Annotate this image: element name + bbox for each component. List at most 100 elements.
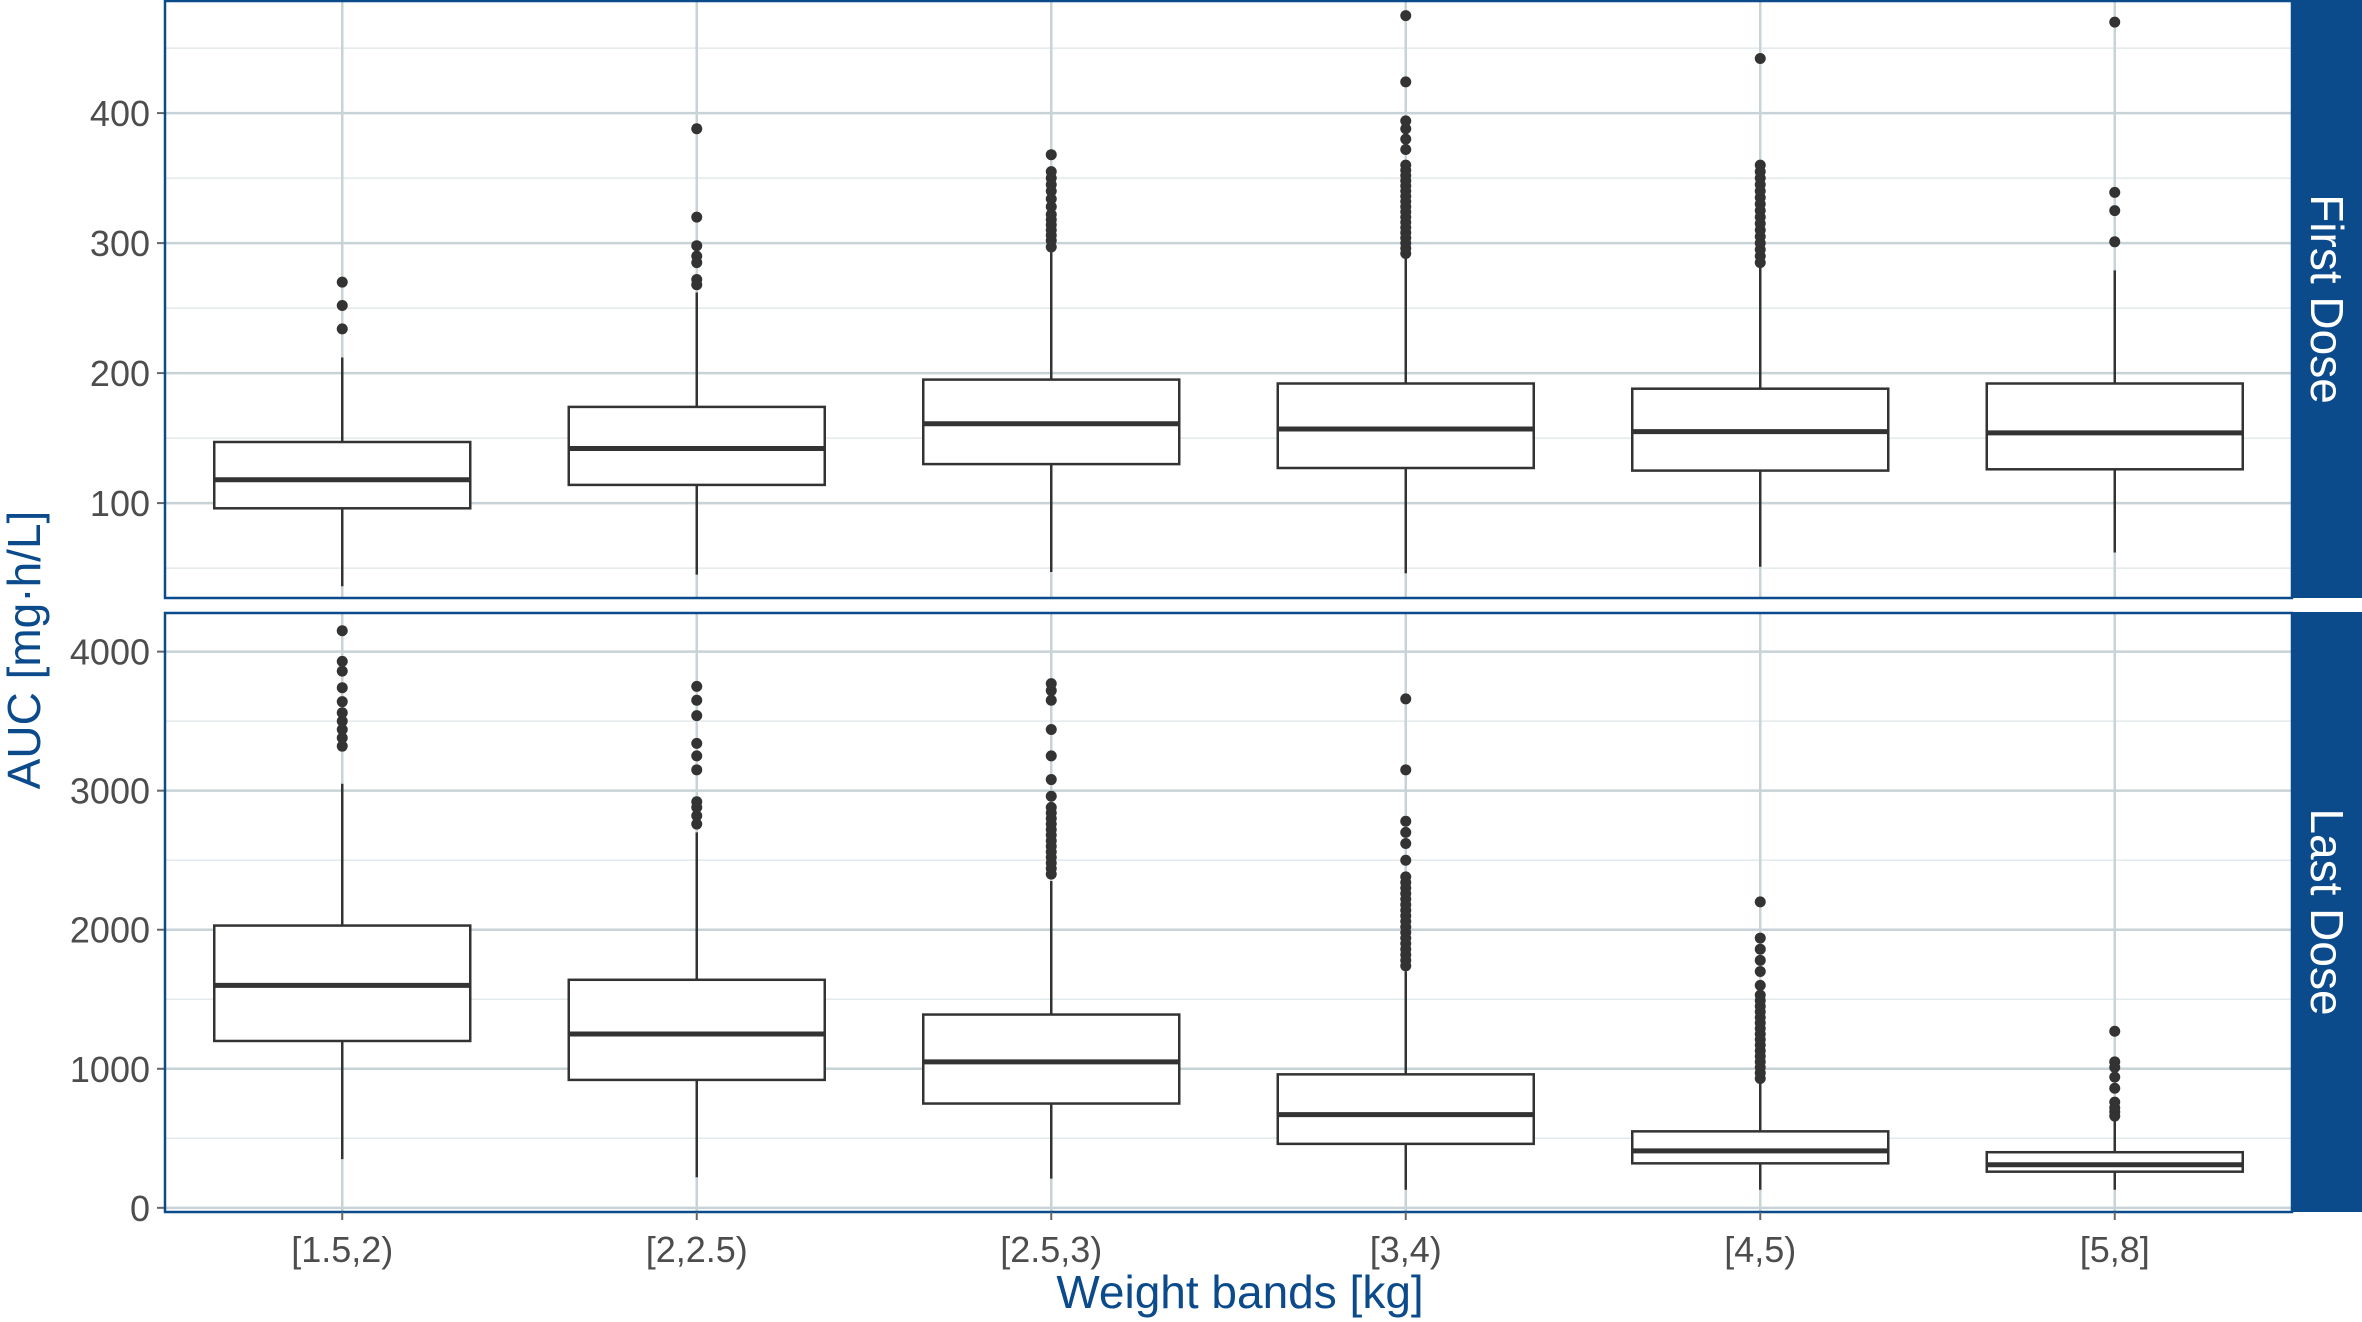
outlier-point xyxy=(1045,801,1057,813)
y-tick-label: 0 xyxy=(130,1188,150,1229)
x-tick-label: [4,5) xyxy=(1724,1229,1796,1270)
outlier-point xyxy=(336,665,348,677)
outlier-point xyxy=(336,723,348,735)
y-tick-label: 300 xyxy=(90,223,150,264)
outlier-point xyxy=(1400,115,1412,127)
y-tick-label: 200 xyxy=(90,353,150,394)
outlier-point xyxy=(336,655,348,667)
outlier-point xyxy=(2109,186,2121,198)
box-iqr xyxy=(567,405,826,487)
facet-strip xyxy=(2292,0,2362,598)
outlier-point xyxy=(1754,943,1766,955)
outlier-point xyxy=(336,740,348,752)
x-tick-label: [2.5,3) xyxy=(1000,1229,1102,1270)
outlier-point xyxy=(1400,838,1412,850)
x-tick-label: [1.5,2) xyxy=(291,1229,393,1270)
facet-strip xyxy=(2292,612,2362,1212)
outlier-point xyxy=(1754,53,1766,64)
box-[2,2.5) xyxy=(567,680,826,1178)
outlier-point xyxy=(1045,201,1057,213)
outlier-point xyxy=(1045,678,1057,690)
outlier-point xyxy=(691,211,703,223)
outlier-point xyxy=(1754,896,1766,908)
box-[2,2.5) xyxy=(567,123,826,575)
box-[2.5,3) xyxy=(922,149,1181,572)
box-[4,5) xyxy=(1631,53,1890,567)
panel-first-dose: 100 200 300 400 First Dose xyxy=(90,0,2362,600)
outlier-point xyxy=(336,625,348,637)
outlier-point xyxy=(691,123,703,135)
outlier-point xyxy=(1754,932,1766,944)
box-[3,4) xyxy=(1276,10,1535,574)
outlier-point xyxy=(336,732,348,744)
outlier-point xyxy=(691,710,703,722)
box-iqr xyxy=(1985,382,2244,471)
outlier-point xyxy=(1400,854,1412,866)
outlier-point xyxy=(691,764,703,776)
facet-strip-label: First Dose xyxy=(2301,194,2353,404)
box-[1.5,2) xyxy=(213,625,472,1160)
outlier-point xyxy=(336,715,348,727)
box-[4,5) xyxy=(1631,896,1890,1190)
x-tick-label: [3,4) xyxy=(1370,1229,1442,1270)
x-tick-label: [5,8] xyxy=(2080,1229,2150,1270)
box-iqr xyxy=(922,1013,1181,1105)
outlier-point xyxy=(1754,989,1766,1001)
outlier-point xyxy=(691,680,703,692)
outlier-point xyxy=(336,682,348,694)
outlier-point xyxy=(336,696,348,708)
outlier-point xyxy=(1400,76,1412,88)
outlier-point xyxy=(1045,193,1057,205)
outlier-point xyxy=(1400,815,1412,827)
outlier-point xyxy=(691,694,703,706)
outlier-point xyxy=(2109,1025,2121,1037)
outlier-point xyxy=(1400,871,1412,883)
outlier-point xyxy=(691,796,703,808)
y-tick-label: 1000 xyxy=(70,1049,150,1090)
outlier-point xyxy=(2109,16,2121,28)
outlier-point xyxy=(691,274,703,285)
outlier-point xyxy=(2109,1056,2121,1068)
outlier-point xyxy=(691,750,703,762)
outlier-point xyxy=(336,300,348,311)
outlier-point xyxy=(691,737,703,749)
y-tick-label: 4000 xyxy=(70,632,150,673)
outlier-point xyxy=(1045,166,1057,178)
box-[1.5,2) xyxy=(213,276,472,587)
panel-last-dose: 0 1000 2000 3000 4000 Last Dose xyxy=(70,611,2362,1229)
outlier-point xyxy=(691,240,703,252)
outlier-point xyxy=(1400,826,1412,838)
box-[3,4) xyxy=(1276,693,1535,1190)
y-axis-title: AUC [mg·h/L] xyxy=(0,511,50,790)
outlier-point xyxy=(1400,10,1412,22)
outlier-point xyxy=(1045,723,1057,735)
outlier-point xyxy=(1045,694,1057,706)
outlier-point xyxy=(1754,979,1766,991)
outlier-point xyxy=(336,707,348,719)
outlier-point xyxy=(336,276,348,288)
box-iqr xyxy=(1985,1150,2244,1173)
facet-strip-label: Last Dose xyxy=(2301,808,2353,1015)
y-tick-label: 400 xyxy=(90,93,150,134)
outlier-point xyxy=(1754,965,1766,977)
box-iqr xyxy=(1276,1073,1535,1146)
outlier-point xyxy=(1400,693,1412,705)
outlier-point xyxy=(2109,1082,2121,1094)
box-iqr xyxy=(1276,382,1535,470)
outlier-point xyxy=(1400,123,1412,135)
y-tick-label: 3000 xyxy=(70,771,150,812)
box-[2.5,3) xyxy=(922,678,1181,1179)
outlier-point xyxy=(2109,1071,2121,1083)
outlier-point xyxy=(1400,764,1412,776)
x-tick-label: [2,2.5) xyxy=(646,1229,748,1270)
outlier-point xyxy=(1045,149,1057,161)
outlier-point xyxy=(336,323,348,335)
outlier-point xyxy=(1754,954,1766,966)
box-[5,8] xyxy=(1985,16,2244,553)
outlier-point xyxy=(691,818,703,830)
outlier-point xyxy=(1045,209,1057,220)
outlier-point xyxy=(2109,236,2121,248)
outlier-point xyxy=(1045,750,1057,762)
outlier-point xyxy=(1754,159,1766,171)
